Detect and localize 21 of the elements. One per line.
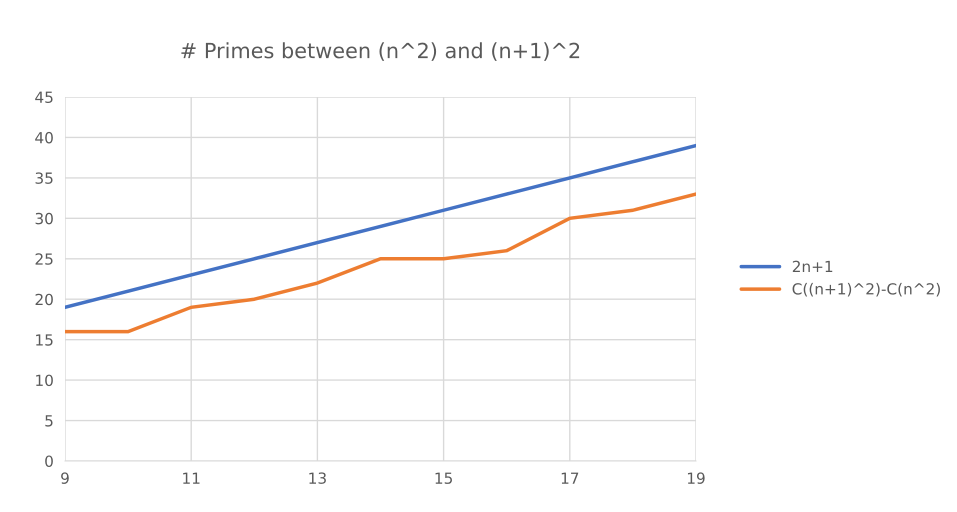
y-tick-label: 40 [35, 132, 53, 144]
x-tick-label: 19 [688, 472, 705, 484]
y-tick-label: 45 [35, 92, 53, 104]
x-tick-label: 13 [309, 472, 326, 484]
legend-label: 2n+1 [792, 260, 832, 272]
line-series [65, 192, 696, 334]
x-tick-label: 11 [183, 472, 200, 484]
y-tick-label: 15 [36, 334, 53, 346]
y-tick-label: 10 [36, 374, 53, 386]
y-tick-label: 35 [36, 172, 53, 184]
x-tick-label: 9 [61, 472, 69, 484]
y-tick-label: 20 [36, 294, 53, 306]
chart-title: # Primes between (n^2) and (n+1)^2 [181, 42, 580, 61]
line-series [65, 144, 696, 310]
legend-label: C((n+1)^2)-C(n^2) [792, 282, 940, 296]
x-tick-label: 17 [562, 472, 578, 484]
x-tick-label: 15 [436, 472, 452, 484]
y-tick-label: 25 [36, 253, 53, 265]
y-tick-label: 30 [36, 212, 53, 224]
y-tick-label: 0 [45, 455, 53, 468]
y-tick-label: 5 [45, 415, 53, 427]
